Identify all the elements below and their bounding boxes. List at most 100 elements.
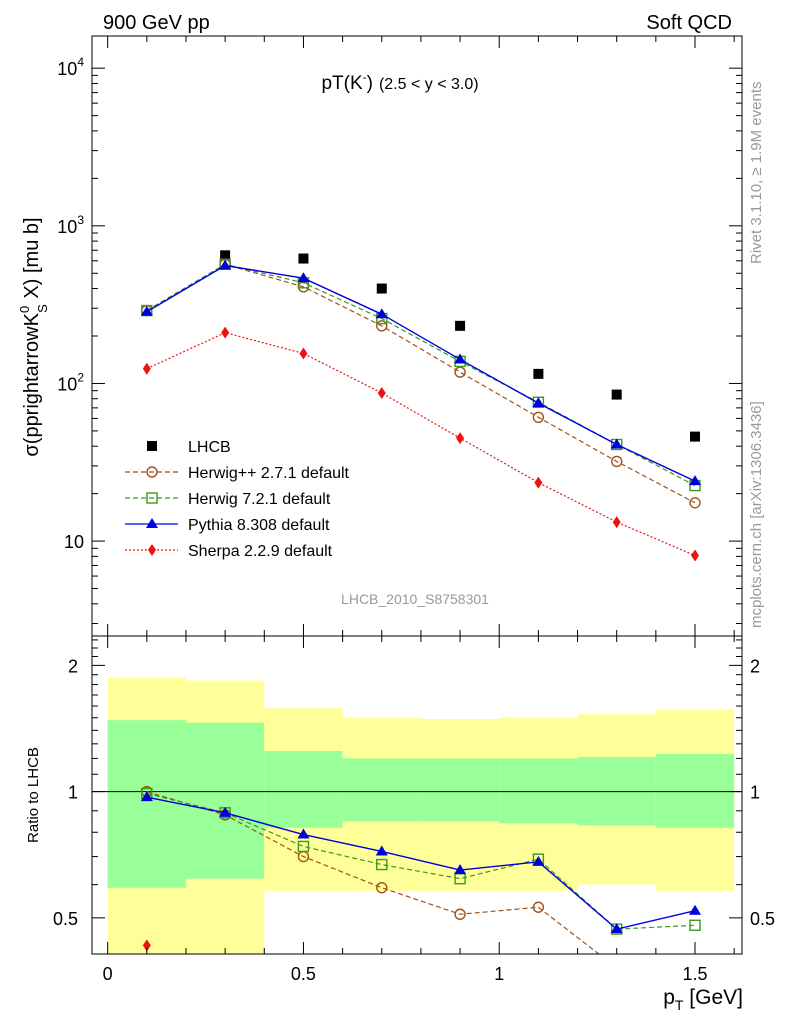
main-series-0-point-3 — [455, 320, 466, 331]
ratio-data-layer — [92, 677, 742, 954]
green-band-3 — [342, 758, 421, 822]
ratio-series-0-point-5 — [532, 901, 545, 913]
main-ytick-label: 103 — [57, 213, 84, 237]
ratio-series-line-2 — [146, 796, 696, 930]
ratio-frame — [91, 635, 743, 955]
main-ytick-label: 10 — [64, 532, 84, 552]
main-series-3-point-1 — [219, 259, 232, 270]
main-series-4-point-3 — [377, 386, 386, 399]
green-band-0 — [107, 720, 186, 888]
main-ytick-label: 102 — [57, 370, 84, 394]
legend-label-1: Herwig++ 2.7.1 default — [188, 465, 350, 482]
main-series-4-point-7 — [691, 549, 700, 562]
green-band-5 — [499, 758, 578, 824]
legend-marker-1 — [146, 466, 158, 478]
legend-label-4: Sherpa 2.2.9 default — [188, 543, 333, 560]
main-series-4-point-6 — [612, 516, 621, 529]
legend-label-2: Herwig 7.2.1 default — [188, 491, 331, 508]
main-series-line-3 — [146, 264, 696, 482]
main-series-0-point-4 — [533, 368, 544, 379]
ratio-series-1-point-2 — [297, 840, 310, 853]
ratio-series-1-point-7 — [689, 919, 701, 931]
ratio-xtick-label: 0 — [103, 964, 113, 984]
ratio-ylabel: Ratio to LHCB — [25, 747, 42, 843]
main-series-4-point-0 — [142, 362, 151, 375]
main-ytick-label-base: 10 — [57, 374, 77, 394]
ratio-series-3-point-0 — [142, 939, 151, 952]
ratio-series-2-point-1 — [219, 806, 232, 817]
ratio-ytick-label: 2 — [68, 656, 78, 676]
ratio-series-2-point-2 — [297, 828, 310, 839]
green-band-7 — [655, 753, 735, 828]
main-series-1-point-7 — [689, 497, 701, 509]
main-series-1-point-6 — [610, 455, 623, 468]
legend-label-3: Pythia 8.308 default — [188, 517, 330, 534]
ratio-panel: 0 0.5 1 1.5 0.5 0.5 1 1 2 2 Ratio to LHCB pT [GeV… — [25, 635, 775, 1013]
main-series-4-point-5 — [534, 476, 543, 489]
main-series-3-point-2 — [297, 272, 310, 283]
main-series-3-point-6 — [610, 438, 623, 449]
ratio-series-2-point-5 — [532, 855, 545, 866]
main-ytick-label-base: 10 — [57, 217, 77, 237]
main-series-4-point-1 — [221, 326, 230, 339]
ratio-series-0-point-3 — [376, 882, 388, 894]
main-title: pT(K-) (2.5 < y < 3.0) — [321, 70, 478, 94]
ratio-series-2-point-6 — [610, 923, 623, 934]
main-series-0-point-0 — [220, 250, 231, 261]
ratio-ticks: 0 0.5 1 1.5 0.5 0.5 1 1 2 2 — [53, 636, 775, 984]
ratio-series-0-point-4 — [454, 908, 466, 920]
legend-marker-4 — [148, 544, 156, 556]
rivet-label: Rivet 3.1.10, ≥ 1.9M events — [748, 82, 765, 265]
main-ytick-label-exp: 3 — [77, 213, 84, 227]
main-series-0-point-1 — [298, 253, 309, 264]
header-left: 900 GeV pp — [103, 12, 210, 34]
main-data-layer — [140, 250, 702, 562]
main-series-1-point-4 — [454, 366, 466, 378]
legend-label-0: LHCB — [188, 439, 231, 456]
ratio-series-line-0 — [146, 791, 600, 954]
main-series-0-point-6 — [690, 431, 701, 442]
main-ylabel: σ(pprightarrowK0 S X) [mu b] — [17, 217, 50, 456]
main-series-3-point-5 — [532, 397, 545, 408]
main-ytick-label: 104 — [57, 55, 84, 79]
main-series-4-point-4 — [456, 432, 465, 445]
green-band-1 — [185, 722, 265, 879]
ratio-xtick-label: 1.5 — [682, 964, 707, 984]
header-right: Soft QCD — [646, 12, 732, 34]
main-series-3-point-3 — [375, 308, 388, 319]
main-ytick-label-base: 10 — [57, 59, 77, 79]
main-series-line-4 — [146, 332, 696, 557]
ratio-ytick-label-right: 2 — [750, 656, 760, 676]
ratio-series-2-point-3 — [375, 845, 388, 856]
main-ytick-label-exp: 4 — [77, 55, 84, 69]
ratio-series-2-point-0 — [140, 791, 153, 802]
legend: LHCB Herwig++ 2.7.1 default Herwig 7.2.1 d… — [125, 439, 350, 560]
ratio-ytick-label: 0.5 — [53, 909, 78, 929]
green-band-4 — [420, 758, 500, 822]
main-series-1-point-5 — [532, 411, 545, 423]
ratio-ytick-label-right: 0.5 — [750, 909, 775, 929]
ratio-xtick-label: 0.5 — [291, 964, 316, 984]
legend-marker-2 — [146, 492, 158, 504]
legend-marker-0 — [147, 441, 157, 451]
ratio-ytick-label: 1 — [68, 783, 78, 803]
ratio-series-2-point-4 — [454, 864, 467, 875]
analysis-label: LHCB_2010_S8758301 — [341, 591, 489, 607]
main-series-1-point-3 — [376, 320, 388, 332]
main-series-4-point-2 — [299, 347, 308, 360]
ratio-xtick-label: 1 — [494, 964, 504, 984]
main-series-0-point-2 — [376, 283, 387, 294]
main-series-3-point-7 — [689, 475, 702, 486]
source-label: mcplots.cern.ch [arXiv:1306.3436] — [748, 401, 765, 628]
ratio-series-1-point-3 — [376, 858, 388, 871]
main-series-3-point-4 — [454, 353, 467, 364]
ratio-ytick-label-right: 1 — [750, 783, 760, 803]
main-series-0-point-5 — [611, 389, 622, 400]
ratio-series-2-point-7 — [689, 904, 702, 915]
main-series-3-point-0 — [140, 305, 153, 316]
ratio-xlabel: pT [GeV] — [663, 986, 743, 1013]
legend-marker-3 — [146, 518, 158, 528]
